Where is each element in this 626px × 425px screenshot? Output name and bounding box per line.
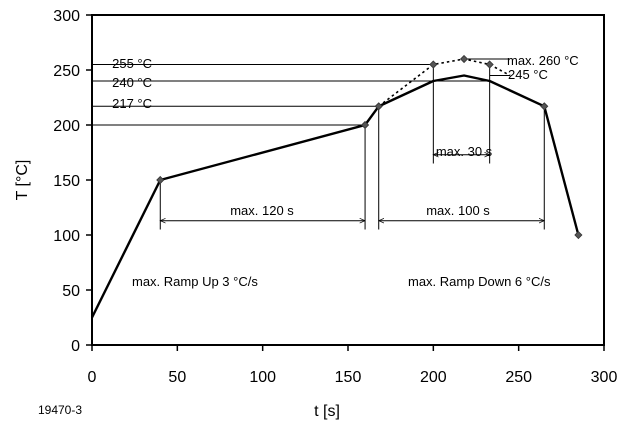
data-point: [361, 120, 370, 130]
y-axis-label: T [°C]: [14, 160, 31, 201]
y-tick-label: 300: [53, 8, 80, 25]
x-tick-label: 150: [335, 369, 362, 386]
data-point: [156, 175, 165, 185]
x-tick-label: 200: [420, 369, 447, 386]
label-245: 245 °C: [508, 67, 548, 82]
label-255: 255 °C: [112, 56, 152, 71]
y-axis-ticks: 0 50 100 150 200 250 300: [53, 8, 92, 355]
data-point: [540, 102, 549, 111]
data-point: [459, 54, 469, 64]
data-point: [374, 102, 383, 111]
annotations: 255 °C 240 °C 217 °C max. 260 °C 245 °C …: [112, 53, 579, 289]
guide-lines: [92, 58, 544, 230]
label-peak-max: max. 260 °C: [507, 53, 579, 68]
x-tick-label: 250: [505, 369, 532, 386]
data-point: [574, 230, 583, 240]
y-tick-label: 50: [62, 283, 80, 300]
series-solid-line: [90, 74, 580, 319]
label-max-120: max. 120 s: [230, 203, 294, 218]
x-tick-label: 0: [88, 369, 97, 386]
x-axis-ticks: 0 50 100 150 200 250 300: [88, 345, 618, 386]
y-tick-label: 0: [71, 338, 80, 355]
y-tick-label: 200: [53, 118, 80, 135]
y-tick-label: 250: [53, 63, 80, 80]
label-240: 240 °C: [112, 75, 152, 90]
label-217: 217 °C: [112, 96, 152, 111]
figure-id: 19470-3: [38, 403, 82, 417]
x-tick-label: 100: [249, 369, 276, 386]
data-point: [485, 60, 494, 69]
label-max-30: max. 30 s: [436, 144, 493, 159]
data-point: [429, 60, 438, 69]
label-ramp-up: max. Ramp Up 3 °C/s: [132, 274, 258, 289]
x-tick-label: 50: [168, 369, 186, 386]
y-tick-label: 150: [53, 173, 80, 190]
label-ramp-down: max. Ramp Down 6 °C/s: [408, 274, 551, 289]
x-tick-label: 300: [591, 369, 618, 386]
x-axis-label: t [s]: [314, 403, 340, 420]
y-tick-label: 100: [53, 228, 80, 245]
label-max-100: max. 100 s: [426, 203, 490, 218]
data-markers: [156, 54, 583, 240]
